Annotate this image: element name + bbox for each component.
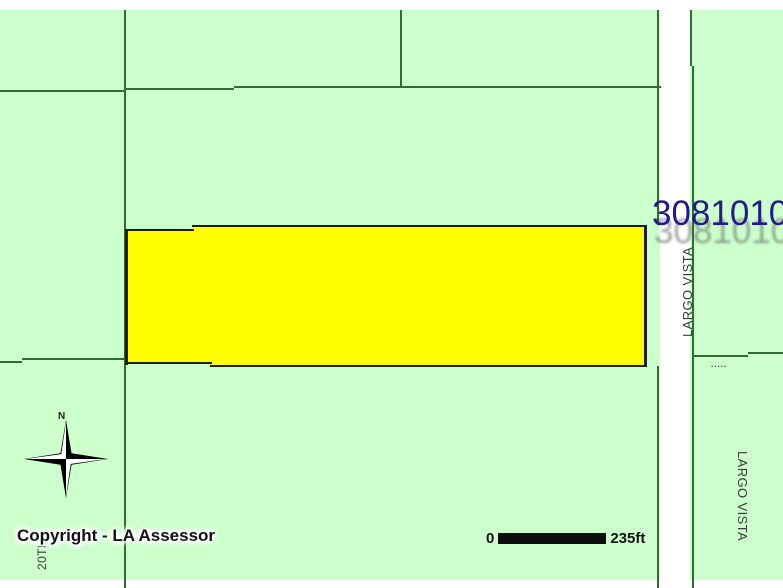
parcel-line-v-east-upper — [690, 10, 692, 66]
parcel-line-h-top-c — [234, 86, 661, 88]
compass-star-icon — [24, 420, 108, 498]
map-frame-bottom — [0, 580, 783, 588]
selected-parcel-edge-left — [125, 229, 128, 365]
selected-parcel-edge-top-b — [192, 225, 647, 227]
street-label-largo-vista-upper: LARGO VISTA — [680, 246, 695, 337]
north-arrow: N — [22, 412, 110, 502]
small-parcel-label: ..... — [711, 360, 728, 369]
selected-parcel-edge-top-a — [126, 229, 194, 231]
land-block-east — [690, 10, 783, 588]
parcel-line-v-658-lower — [657, 366, 659, 588]
parcel-line-h-east-b — [748, 352, 783, 354]
parcel-line-h-top-a — [0, 90, 124, 92]
map-frame-top — [0, 0, 783, 10]
selected-parcel-edge-bottom-b — [210, 365, 647, 367]
parcel-line-h-top-b — [124, 88, 234, 90]
north-arrow-letter: N — [58, 411, 66, 422]
selected-parcel-edge-bottom-a — [126, 362, 212, 364]
parcel-line-v-400 — [400, 10, 402, 88]
road-largo-vista — [660, 0, 690, 588]
selected-parcel-fill-notch-bottom[interactable] — [210, 362, 645, 366]
scale-bar-graphic — [498, 533, 607, 544]
copyright-notice: Copyright - LA Assessor — [17, 526, 216, 545]
parcel-line-h-mid-b — [22, 358, 126, 360]
apn-label: 3081010 — [652, 194, 783, 233]
scale-bar-min-label: 0 — [486, 530, 495, 547]
selected-parcel-fill-notch-top[interactable] — [192, 227, 645, 233]
scale-bar-max-label: 235ft — [610, 530, 646, 547]
apn-label-shadow: 3081010 — [654, 212, 783, 251]
parcel-line-h-east-a — [692, 355, 748, 357]
parcel-line-v-east-lower — [692, 66, 694, 588]
scale-bar: 0 235ft — [486, 531, 645, 546]
street-label-largo-vista-lower: LARGO VISTA — [735, 451, 750, 542]
parcel-line-v-658-upper — [657, 10, 659, 225]
selected-parcel-edge-right — [644, 225, 647, 367]
parcel-line-h-mid-a — [0, 361, 22, 363]
selected-parcel-fill-main[interactable] — [126, 231, 645, 364]
